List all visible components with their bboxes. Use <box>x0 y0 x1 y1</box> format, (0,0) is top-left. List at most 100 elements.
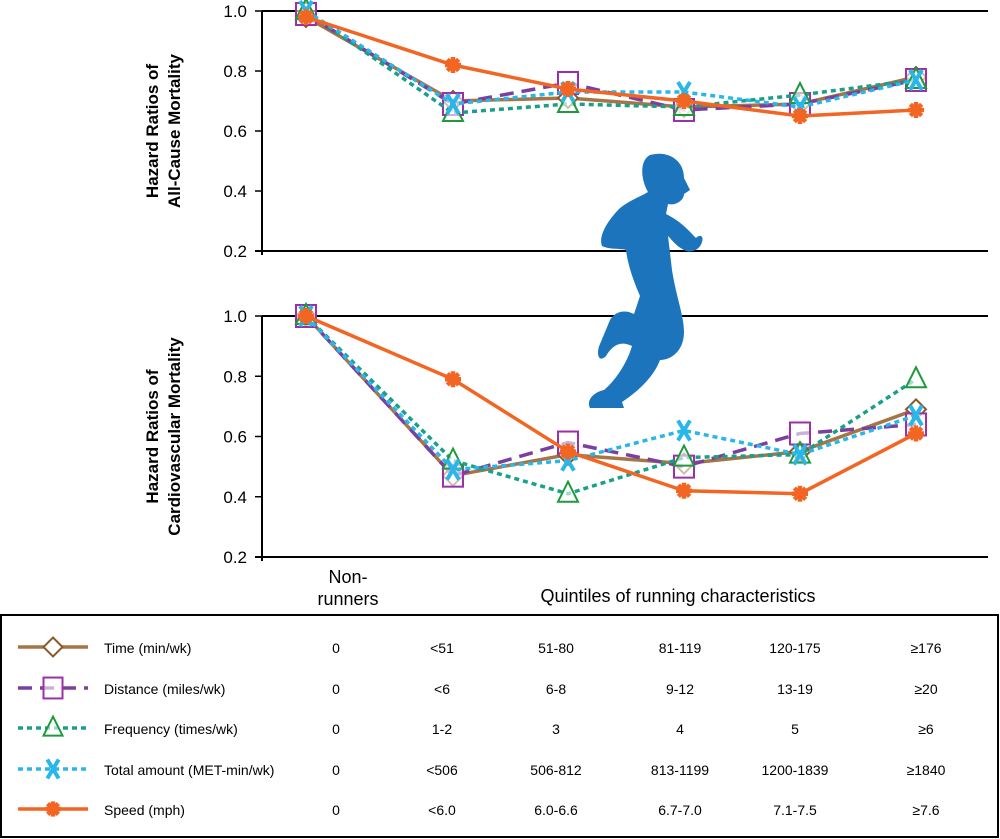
y-tick-label: 1.0 <box>223 2 247 21</box>
asterisk-center <box>911 105 921 115</box>
asterisk-marker <box>560 81 576 97</box>
asterisk-marker <box>676 93 692 109</box>
legend-value: ≥6 <box>918 721 934 737</box>
asterisk-marker <box>298 9 314 25</box>
x-axis-label: Quintiles of running characteristics <box>540 586 815 606</box>
asterisk-marker <box>676 482 692 499</box>
asterisk-center <box>448 60 458 70</box>
triangle-marker <box>904 365 928 389</box>
y-tick-label: 0.4 <box>223 488 247 507</box>
asterisk-center <box>448 374 458 385</box>
legend-value: 0 <box>332 681 340 697</box>
runner-body <box>588 153 703 408</box>
series-distance <box>295 2 927 122</box>
legend-label: Speed (mph) <box>104 802 185 818</box>
legend-row: Time (min/wk) 0 <51 51-80 81-119 120-175 ≥176 <box>18 636 942 658</box>
asterisk-center <box>795 488 805 499</box>
nonrunners-label-1: Non- <box>328 567 367 587</box>
legend-value: 9-12 <box>666 681 694 697</box>
series-line <box>305 9 917 115</box>
legend-value: 1200-1839 <box>762 762 829 778</box>
y-tick-label: 0.4 <box>223 182 247 201</box>
x-marker <box>445 92 461 116</box>
legend-value: 6-8 <box>546 681 566 697</box>
legend-label: Total amount (MET-min/wk) <box>104 762 274 778</box>
legend-row: Speed (mph) 0 <6.0 6.0-6.6 6.7-7.0 7.1-7.5 ≥7.… <box>18 801 940 818</box>
legend-label: Frequency (times/wk) <box>104 721 238 737</box>
x-marker <box>908 68 924 92</box>
x-marker <box>45 758 61 780</box>
legend-value: 6.7-7.0 <box>658 802 702 818</box>
asterisk-marker <box>908 102 924 118</box>
y-axis-label-line: Hazard Ratios of <box>143 369 162 503</box>
y-tick-label: 0.2 <box>223 242 247 261</box>
triangle-marker <box>672 443 696 467</box>
asterisk-marker <box>298 308 314 324</box>
asterisk-marker <box>445 371 461 388</box>
series-line <box>304 314 917 478</box>
y-axis-label: Hazard Ratios of All-Cause Mortality <box>143 53 184 208</box>
diamond-marker <box>42 636 64 658</box>
asterisk-marker <box>792 108 808 124</box>
y-tick-label: 0.6 <box>223 122 247 141</box>
legend-row: Total amount (MET-min/wk) 0 <506 506-812 813… <box>18 758 946 780</box>
y-axis-label-line: Cardiovascular Mortality <box>165 337 184 536</box>
asterisk-center <box>679 485 689 496</box>
legend-value: 7.1-7.5 <box>773 802 817 818</box>
legend-table: Time (min/wk) 0 <51 51-80 81-119 120-175 ≥176 D… <box>0 614 999 838</box>
legend-value: 0 <box>332 802 340 818</box>
legend-value: ≥176 <box>910 640 941 656</box>
legend-value: 0 <box>332 640 340 656</box>
y-axis-label-line: Hazard Ratios of <box>143 64 162 198</box>
legend-value: ≥20 <box>914 681 937 697</box>
legend-value: <6 <box>434 681 450 697</box>
triangle-marker <box>441 446 465 470</box>
x-marker <box>908 404 924 427</box>
legend-value: 5 <box>791 721 799 737</box>
legend-value: 3 <box>552 721 560 737</box>
series-time <box>294 5 928 119</box>
cardiovascular-panel: 1.0 0.8 0.6 0.4 0.2 Hazard Ratios of Cardiovas… <box>143 301 988 567</box>
legend-border <box>0 614 999 838</box>
legend-value: 13-19 <box>777 681 813 697</box>
asterisk-center <box>911 428 921 439</box>
series-speed <box>298 308 924 502</box>
legend-value: 81-119 <box>659 640 702 656</box>
legend-value: ≥1840 <box>907 762 946 778</box>
all-cause-panel: 1.0 0.8 0.6 0.4 0.2 Hazard Ratios of All-Cause… <box>143 0 988 261</box>
legend-value: <6.0 <box>428 802 456 818</box>
series-line <box>304 314 917 472</box>
asterisk-marker <box>445 57 461 73</box>
series-line <box>305 12 917 112</box>
series-speed <box>298 9 924 124</box>
x-marker <box>676 419 692 442</box>
y-tick-label: 0.8 <box>223 367 247 386</box>
legend-value: 0 <box>332 721 340 737</box>
asterisk-center <box>301 12 311 22</box>
x-marker <box>792 443 808 466</box>
legend-value: <506 <box>426 762 458 778</box>
y-tick-label: 0.2 <box>223 548 247 567</box>
legend-value: 1-2 <box>432 721 452 737</box>
legend-row: Distance (miles/wk) 0 <6 6-8 9-12 13-19 ≥20 <box>18 676 938 700</box>
asterisk-center <box>48 804 58 814</box>
legend-label: Time (min/wk) <box>104 640 191 656</box>
runner-silhouette <box>588 153 703 408</box>
asterisk-center <box>795 111 805 121</box>
x-marker <box>445 458 461 481</box>
legend-value: 0 <box>332 762 340 778</box>
series-line <box>305 15 917 118</box>
legend-value: 120-175 <box>769 640 821 656</box>
y-tick-label: 0.6 <box>223 428 247 447</box>
asterisk-marker <box>908 425 924 442</box>
legend-row: Frequency (times/wk) 0 1-2 3 4 5 ≥6 <box>18 714 934 737</box>
legend-value: 813-1199 <box>651 762 709 778</box>
triangle-marker <box>41 714 65 737</box>
y-tick-label: 0.8 <box>223 62 247 81</box>
asterisk-center <box>301 311 311 321</box>
y-axis-label-line: All-Cause Mortality <box>165 53 184 208</box>
triangle-marker <box>556 479 580 503</box>
series-line <box>305 9 917 109</box>
